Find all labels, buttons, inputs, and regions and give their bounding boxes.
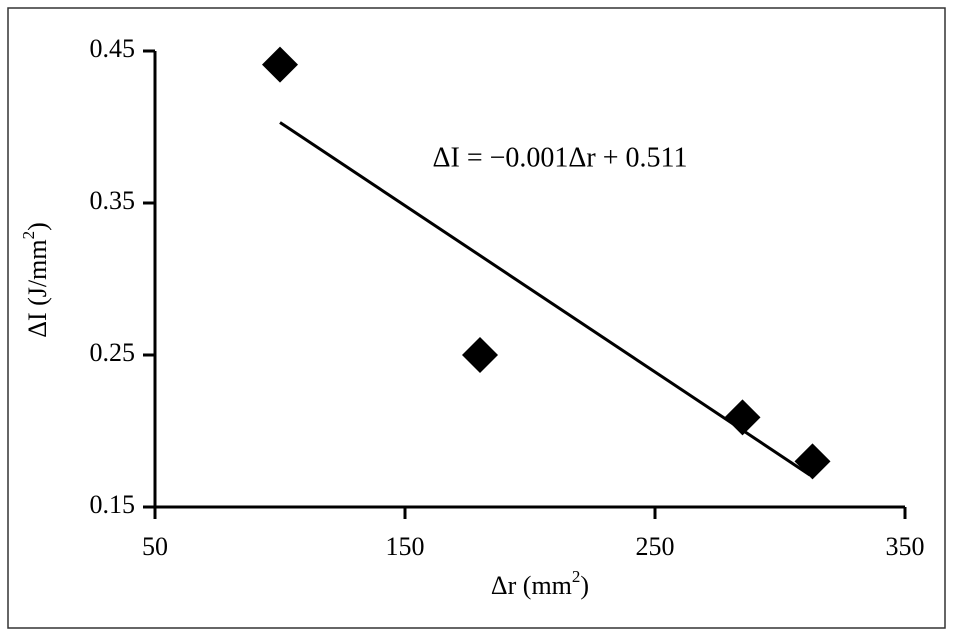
y-tick-label: 0.45 — [90, 34, 136, 63]
point — [724, 399, 761, 436]
y-title-end: ) — [23, 222, 52, 231]
x-title-text: Δr (mm — [491, 571, 572, 600]
frame — [7, 7, 946, 629]
x-title-end: ) — [580, 571, 589, 600]
y-title-text: ΔI (J/mm — [23, 239, 52, 337]
y-title-sup: 2 — [19, 231, 38, 240]
x-title-sup: 2 — [572, 567, 581, 586]
y-tick-label: 0.35 — [90, 186, 136, 215]
x-axis-title: Δr (mm2) — [491, 567, 589, 600]
equation: ΔI = −0.001Δr + 0.511 — [433, 142, 688, 173]
point — [794, 443, 831, 480]
x-tick-label: 150 — [386, 532, 425, 561]
y-tick-label: 0.15 — [90, 490, 136, 519]
point — [262, 46, 298, 83]
trendline — [279, 121, 811, 477]
x-tick-label: 250 — [636, 532, 675, 561]
x-tick-label: 350 — [886, 532, 925, 561]
point — [462, 337, 498, 373]
x-tick-label: 50 — [142, 532, 168, 561]
y-axis-title: ΔI (J/mm2) — [19, 222, 52, 338]
y-tick-label: 0.25 — [90, 338, 136, 367]
